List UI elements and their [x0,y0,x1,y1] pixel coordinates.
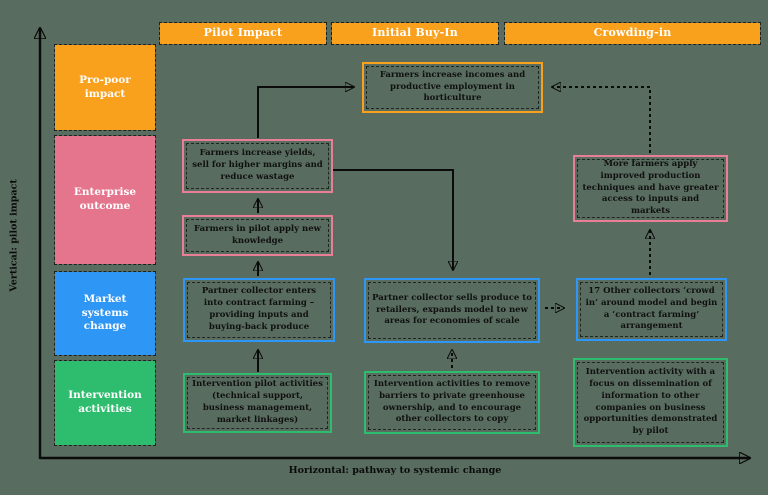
arrow-yields-to-collector-sells [333,169,453,270]
row-label-market-systems-change: Market systems change [54,271,156,356]
box-intervention-dissemination: Intervention activity with a focus on di… [573,358,728,447]
arrow-more-farmers-to-incomes [552,87,651,153]
box-farmers-increase-yields: Farmers increase yields, sell for higher… [182,139,333,193]
box-farmers-increase-incomes: Farmers increase incomes and productive … [362,62,543,113]
box-farmers-apply-knowledge: Farmers in pilot apply new knowledge [182,215,333,256]
column-header-crowding-in: Crowding-in [504,22,761,45]
box-other-collectors-crowd-in: 17 Other collectors ‘crowd in’ around mo… [576,278,727,341]
arrow-yields-to-incomes [257,87,354,138]
column-header-initial-buy-in: Initial Buy-In [331,22,499,45]
row-label-intervention-activities: Intervention activities [54,360,156,446]
column-header-pilot-impact: Pilot Impact [159,22,327,45]
box-partner-collector-contract: Partner collector enters into contract f… [183,278,335,342]
horizontal-axis-label: Horizontal: pathway to systemic change [288,465,502,476]
box-partner-collector-sells: Partner collector sells produce to retai… [364,278,540,343]
box-intervention-pilot-activities: Intervention pilot activities (technical… [183,373,332,433]
box-intervention-remove-barriers: Intervention activities to remove barrie… [364,371,540,434]
row-label-enterprise-outcome: Enterprise outcome [54,135,156,265]
vertical-axis-label: Vertical: pilot impact [8,179,20,292]
box-more-farmers-apply: More farmers apply improved production t… [573,155,728,222]
row-label-pro-poor-impact: Pro-poor impact [54,44,156,131]
